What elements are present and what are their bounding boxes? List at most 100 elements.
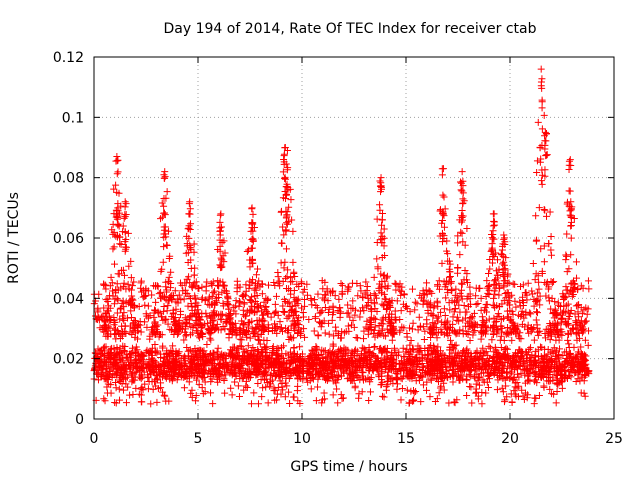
data-point [228, 391, 236, 399]
data-point [366, 388, 374, 396]
y-tick-label: 0 [75, 412, 84, 428]
data-point [293, 387, 301, 395]
data-point [416, 344, 424, 352]
data-point [572, 378, 580, 386]
data-point [531, 369, 539, 377]
data-point [221, 389, 229, 397]
data-point [566, 350, 574, 358]
data-point [239, 373, 247, 381]
data-point [369, 350, 377, 358]
data-point [161, 392, 169, 400]
data-point [285, 375, 293, 383]
data-point [511, 366, 519, 374]
x-axis-label: GPS time / hours [290, 459, 407, 475]
data-point [482, 348, 490, 356]
data-point [463, 391, 471, 399]
data-point [313, 346, 321, 354]
data-point [262, 383, 270, 391]
data-point [153, 398, 161, 406]
data-point [289, 393, 297, 401]
data-point [518, 386, 526, 394]
data-point [207, 378, 215, 386]
data-point [271, 396, 279, 404]
data-point [132, 384, 140, 392]
data-point [300, 358, 308, 366]
data-point [231, 378, 239, 386]
data-point [243, 384, 251, 392]
data-point [510, 375, 518, 383]
data-point [482, 389, 490, 397]
data-point [235, 356, 243, 364]
data-point [437, 382, 445, 390]
data-point [577, 343, 585, 351]
data-point [242, 377, 250, 385]
data-point [126, 350, 134, 358]
data-point [359, 372, 367, 380]
data-point [173, 376, 181, 384]
data-point [391, 346, 399, 354]
data-point [124, 383, 132, 391]
data-point [546, 385, 554, 393]
data-point [317, 351, 325, 359]
data-point [467, 383, 475, 391]
data-point [103, 383, 111, 391]
data-point [254, 400, 262, 408]
data-point [240, 386, 248, 394]
data-point [266, 382, 274, 390]
x-tick-label: 10 [293, 431, 311, 447]
data-point [539, 372, 547, 380]
data-point [196, 346, 204, 354]
data-point [398, 385, 406, 393]
data-point [465, 371, 473, 379]
data-point [258, 352, 266, 360]
data-point [256, 340, 264, 348]
y-tick-label: 0.08 [53, 171, 84, 187]
data-point [160, 391, 168, 399]
data-point [503, 345, 511, 353]
data-point [426, 393, 434, 401]
data-point [502, 369, 510, 377]
data-point [553, 388, 561, 396]
data-point [207, 389, 215, 397]
data-point [405, 399, 413, 407]
data-point [137, 391, 145, 399]
data-point [235, 393, 243, 401]
data-point [108, 373, 116, 381]
data-point [384, 381, 392, 389]
data-point [296, 355, 304, 363]
data-point [117, 363, 125, 371]
data-point [153, 349, 161, 357]
data-point [524, 376, 532, 384]
data-point [294, 397, 302, 405]
data-point [334, 399, 342, 407]
data-point [112, 384, 120, 392]
data-point [507, 370, 515, 378]
data-point [103, 376, 111, 384]
data-point [290, 349, 298, 357]
x-tick-label: 15 [397, 431, 415, 447]
data-point [436, 384, 444, 392]
data-point [285, 388, 293, 396]
data-point [370, 343, 378, 351]
data-point [417, 372, 425, 380]
data-point [510, 374, 518, 382]
data-point [548, 390, 556, 398]
data-point [307, 351, 315, 359]
data-point [434, 343, 442, 351]
data-point [198, 384, 206, 392]
data-point [187, 389, 195, 397]
data-point [351, 384, 359, 392]
data-point [425, 350, 433, 358]
data-point [246, 373, 254, 381]
data-point [429, 371, 437, 379]
data-point [151, 341, 159, 349]
data-point [417, 398, 425, 406]
data-point [558, 384, 566, 392]
data-point [581, 392, 589, 400]
data-point [157, 350, 165, 358]
data-point [552, 399, 560, 407]
data-point [392, 369, 400, 377]
data-point [242, 382, 250, 390]
data-point [375, 373, 383, 381]
